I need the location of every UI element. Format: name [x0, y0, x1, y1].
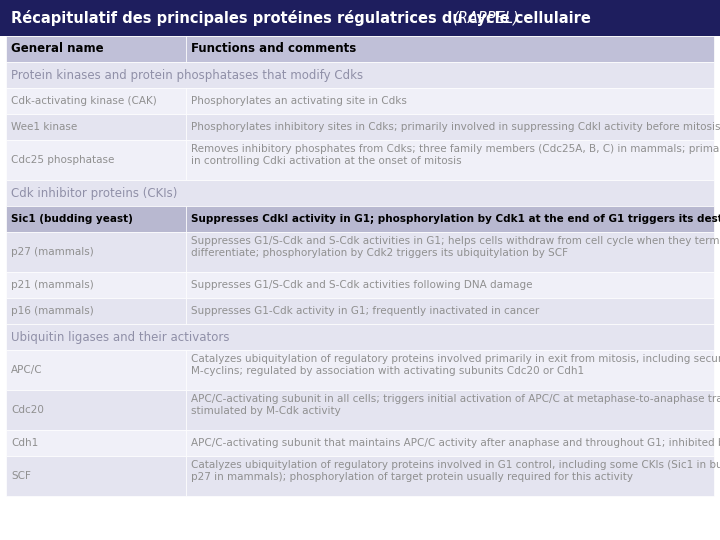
Bar — [6, 140, 186, 180]
Bar — [186, 298, 714, 324]
Text: Functions and comments: Functions and comments — [191, 43, 356, 56]
Bar — [6, 324, 714, 350]
Bar — [186, 36, 714, 62]
Bar — [6, 62, 714, 88]
Bar — [186, 390, 714, 430]
Bar — [186, 88, 714, 114]
Text: Catalyzes ubiquitylation of regulatory proteins involved in G1 control, includin: Catalyzes ubiquitylation of regulatory p… — [191, 460, 720, 482]
Text: p21 (mammals): p21 (mammals) — [11, 280, 94, 290]
Bar — [6, 114, 186, 140]
Text: p16 (mammals): p16 (mammals) — [11, 306, 94, 316]
Text: Removes inhibitory phosphates from Cdks; three family members (Cdc25A, B, C) in : Removes inhibitory phosphates from Cdks;… — [191, 144, 720, 166]
Bar — [6, 350, 186, 390]
Text: Suppresses G1-Cdk activity in G1; frequently inactivated in cancer: Suppresses G1-Cdk activity in G1; freque… — [191, 306, 539, 316]
Text: Suppresses G1/S-Cdk and S-Cdk activities following DNA damage: Suppresses G1/S-Cdk and S-Cdk activities… — [191, 280, 533, 290]
Text: Cdc20: Cdc20 — [11, 405, 44, 415]
Bar — [6, 88, 186, 114]
Bar — [186, 430, 714, 456]
Text: Wee1 kinase: Wee1 kinase — [11, 122, 77, 132]
Text: Protein kinases and protein phosphatases that modify Cdks: Protein kinases and protein phosphatases… — [11, 69, 363, 82]
Bar — [6, 232, 186, 272]
Text: Phosphorylates inhibitory sites in Cdks; primarily involved in suppressing CdkI : Phosphorylates inhibitory sites in Cdks;… — [191, 122, 720, 132]
Bar — [0, 0, 720, 36]
Text: Cdk inhibitor proteins (CKIs): Cdk inhibitor proteins (CKIs) — [11, 186, 177, 199]
Text: APC/C-activating subunit that maintains APC/C activity after anaphase and throug: APC/C-activating subunit that maintains … — [191, 438, 720, 448]
Bar — [6, 272, 186, 298]
Bar — [6, 298, 186, 324]
Bar — [186, 140, 714, 180]
Text: Suppresses CdkI activity in G1; phosphorylation by Cdk1 at the end of G1 trigger: Suppresses CdkI activity in G1; phosphor… — [191, 214, 720, 224]
Text: Cdk-activating kinase (CAK): Cdk-activating kinase (CAK) — [11, 96, 157, 106]
Text: Cdc25 phosphatase: Cdc25 phosphatase — [11, 155, 114, 165]
Bar — [186, 114, 714, 140]
Text: Ubiquitin ligases and their activators: Ubiquitin ligases and their activators — [11, 330, 230, 343]
Text: p27 (mammals): p27 (mammals) — [11, 247, 94, 257]
Text: APC/C-activating subunit in all cells; triggers initial activation of APC/C at m: APC/C-activating subunit in all cells; t… — [191, 394, 720, 416]
Text: Cdh1: Cdh1 — [11, 438, 38, 448]
Bar — [186, 206, 714, 232]
Bar — [6, 390, 186, 430]
Bar — [186, 456, 714, 496]
Text: Sic1 (budding yeast): Sic1 (budding yeast) — [11, 214, 133, 224]
Bar — [6, 180, 714, 206]
Text: Suppresses G1/S-Cdk and S-Cdk activities in G1; helps cells withdraw from cell c: Suppresses G1/S-Cdk and S-Cdk activities… — [191, 236, 720, 258]
Bar — [6, 36, 186, 62]
Text: Phosphorylates an activating site in Cdks: Phosphorylates an activating site in Cdk… — [191, 96, 407, 106]
Text: SCF: SCF — [11, 471, 31, 481]
Bar — [6, 430, 186, 456]
Text: (RAPPEL): (RAPPEL) — [453, 10, 519, 25]
Text: General name: General name — [11, 43, 104, 56]
Text: Récapitulatif des principales protéines régulatrices du cycle cellulaire: Récapitulatif des principales protéines … — [11, 10, 596, 26]
Bar — [6, 206, 186, 232]
Bar — [6, 456, 186, 496]
Bar — [186, 350, 714, 390]
Bar — [186, 232, 714, 272]
Text: Catalyzes ubiquitylation of regulatory proteins involved primarily in exit from : Catalyzes ubiquitylation of regulatory p… — [191, 354, 720, 376]
Bar — [186, 272, 714, 298]
Text: APC/C: APC/C — [11, 365, 42, 375]
